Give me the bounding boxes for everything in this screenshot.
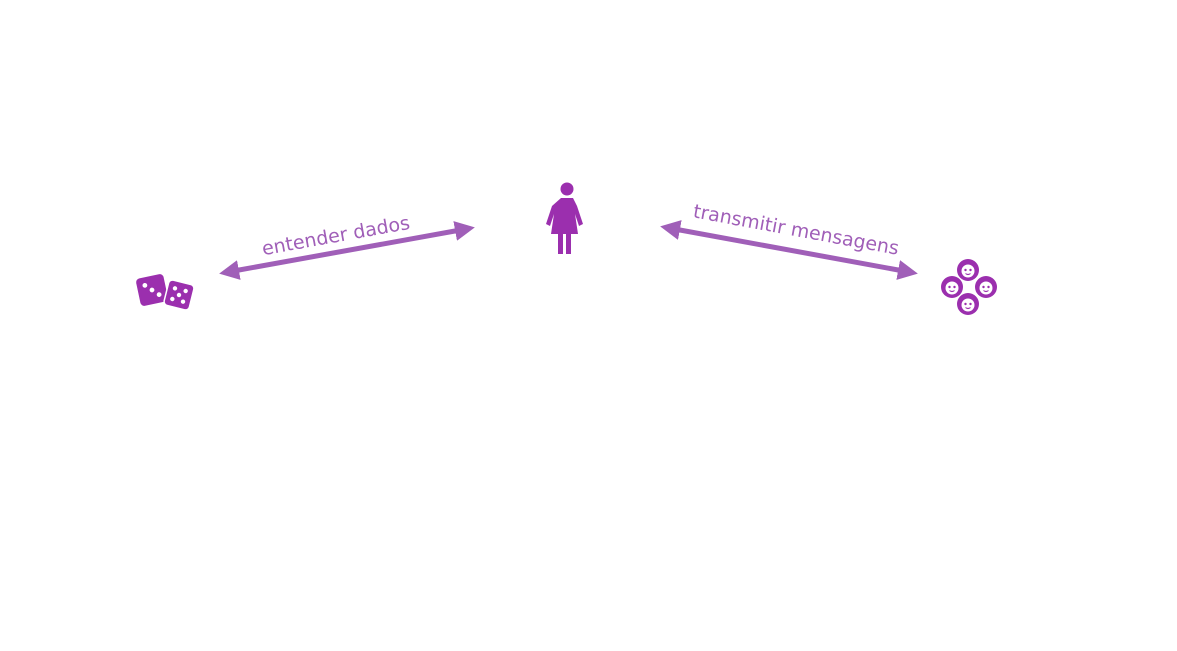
woman-icon (546, 182, 583, 254)
arrow-entender-dados (219, 221, 475, 280)
group-faces-icon (941, 259, 997, 315)
arrow-transmitir-mensagens (660, 220, 918, 280)
dice-icon (136, 274, 195, 311)
